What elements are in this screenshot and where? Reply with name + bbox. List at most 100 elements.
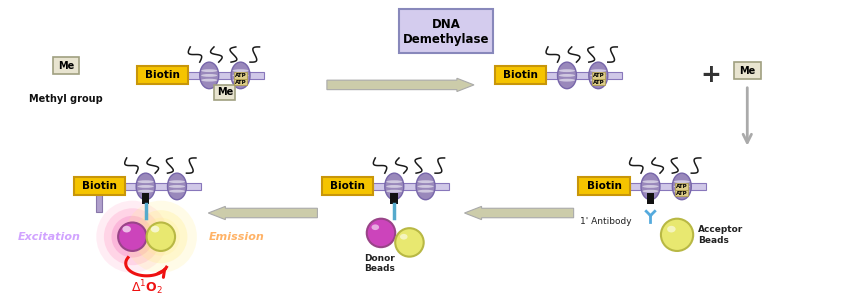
FancyBboxPatch shape [733, 62, 760, 79]
Ellipse shape [589, 74, 606, 77]
Ellipse shape [386, 185, 402, 188]
Ellipse shape [142, 218, 180, 256]
Ellipse shape [558, 69, 574, 72]
Bar [373, 183, 449, 190]
Bar [189, 72, 264, 79]
Ellipse shape [558, 74, 574, 77]
FancyBboxPatch shape [398, 9, 492, 52]
Bar [629, 183, 705, 190]
Bar [390, 193, 397, 205]
Text: Acceptor
Beads: Acceptor Beads [697, 225, 742, 244]
Ellipse shape [137, 190, 154, 193]
Ellipse shape [125, 201, 197, 273]
Ellipse shape [137, 185, 154, 188]
Ellipse shape [415, 173, 434, 200]
Bar [142, 193, 149, 205]
Ellipse shape [641, 173, 659, 200]
Text: ATP: ATP [592, 73, 603, 78]
Ellipse shape [112, 216, 153, 258]
Ellipse shape [557, 62, 576, 89]
Ellipse shape [118, 223, 147, 251]
Ellipse shape [169, 190, 185, 193]
Text: Biotin: Biotin [330, 182, 365, 191]
Text: ATP: ATP [235, 80, 246, 85]
Bar [646, 193, 653, 205]
Ellipse shape [673, 185, 689, 188]
Ellipse shape [588, 62, 607, 89]
FancyBboxPatch shape [73, 177, 125, 195]
Ellipse shape [232, 74, 248, 77]
Bar [545, 72, 621, 79]
Text: $\Delta^1$O$_2$: $\Delta^1$O$_2$ [131, 278, 162, 297]
Text: Demethylase: Demethylase [403, 33, 489, 46]
FancyArrow shape [464, 206, 573, 220]
Text: ATP: ATP [235, 73, 246, 78]
Text: Biotin: Biotin [586, 182, 621, 191]
Ellipse shape [589, 79, 606, 82]
Ellipse shape [666, 226, 675, 232]
Text: Me: Me [217, 88, 233, 98]
Ellipse shape [399, 234, 407, 240]
Ellipse shape [201, 74, 217, 77]
Ellipse shape [417, 185, 433, 188]
Ellipse shape [673, 180, 689, 183]
Text: Me: Me [58, 61, 74, 71]
Text: Donor
Beads: Donor Beads [363, 254, 394, 273]
Ellipse shape [641, 190, 658, 193]
FancyBboxPatch shape [214, 85, 235, 100]
Ellipse shape [641, 185, 658, 188]
Ellipse shape [366, 219, 395, 247]
FancyBboxPatch shape [137, 66, 189, 84]
FancyBboxPatch shape [53, 57, 79, 74]
Ellipse shape [417, 190, 433, 193]
Ellipse shape [371, 224, 379, 230]
Ellipse shape [134, 210, 187, 263]
Text: Emission: Emission [209, 232, 264, 242]
Text: Methyl group: Methyl group [29, 94, 102, 104]
FancyArrow shape [327, 78, 473, 92]
Ellipse shape [96, 201, 168, 273]
Ellipse shape [151, 226, 160, 232]
Ellipse shape [386, 190, 402, 193]
Text: ATP: ATP [676, 190, 687, 196]
Ellipse shape [122, 226, 131, 232]
Ellipse shape [136, 173, 155, 200]
Text: +: + [700, 63, 721, 87]
Ellipse shape [558, 79, 574, 82]
Ellipse shape [200, 62, 218, 89]
Text: Excitation: Excitation [17, 232, 80, 242]
Ellipse shape [385, 173, 403, 200]
Text: Me: Me [739, 66, 755, 76]
Ellipse shape [673, 190, 689, 193]
Ellipse shape [104, 208, 160, 265]
Bar [125, 183, 200, 190]
Text: Biotin: Biotin [502, 70, 537, 80]
Text: Biotin: Biotin [145, 70, 180, 80]
Ellipse shape [232, 69, 248, 72]
Ellipse shape [417, 180, 433, 183]
Ellipse shape [169, 185, 185, 188]
Ellipse shape [641, 180, 658, 183]
Text: ATP: ATP [676, 184, 687, 189]
FancyBboxPatch shape [494, 66, 545, 84]
Ellipse shape [201, 79, 217, 82]
FancyArrow shape [208, 206, 317, 220]
Ellipse shape [660, 219, 693, 251]
Text: Biotin: Biotin [82, 182, 117, 191]
Ellipse shape [386, 180, 402, 183]
Ellipse shape [232, 79, 248, 82]
Ellipse shape [231, 62, 250, 89]
Ellipse shape [395, 228, 423, 257]
Ellipse shape [147, 223, 175, 251]
Ellipse shape [169, 180, 185, 183]
Bar [96, 191, 102, 212]
Ellipse shape [201, 69, 217, 72]
Ellipse shape [137, 180, 154, 183]
Ellipse shape [589, 69, 606, 72]
Ellipse shape [671, 173, 690, 200]
Text: ATP: ATP [592, 80, 603, 85]
Text: DNA: DNA [431, 18, 460, 31]
Text: 1' Antibody: 1' Antibody [579, 217, 630, 226]
FancyBboxPatch shape [322, 177, 373, 195]
FancyBboxPatch shape [577, 177, 629, 195]
